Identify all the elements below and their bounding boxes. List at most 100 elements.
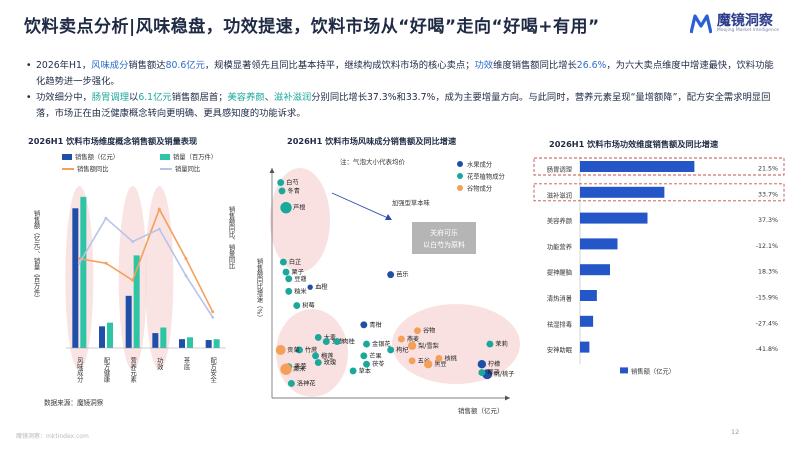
chart2-bubble (293, 302, 301, 310)
chart3-growth-label: 33.7% (758, 191, 778, 198)
chart3-highlight-box (533, 157, 785, 176)
chart1-legend-volume: 销量（百万件） (160, 152, 217, 161)
chart2-bubble (333, 338, 341, 346)
chart1-yoy-point (184, 257, 188, 261)
chart1-yoy-point (211, 310, 215, 314)
chart3-growth-label: -27.4% (756, 320, 778, 327)
chart2-bubble-label: 竹蔗 (305, 346, 317, 354)
chart2-bubble-label: 枸杞 (396, 346, 408, 354)
logo-icon (689, 14, 712, 34)
chart2-bubble-label: 谷物 (423, 327, 435, 335)
chart3-category-label: 功能营养 (547, 242, 573, 251)
chart2-bubble-label: 栗子 (292, 269, 304, 276)
chart2-bubble-label: 冬青 (288, 187, 300, 195)
chart3-bar (580, 238, 618, 250)
chart1-yoy-point (184, 274, 188, 278)
chart1-bar-volume (187, 337, 193, 348)
chart2-bubble (296, 346, 303, 354)
chart3-growth-label: 37.3% (758, 217, 778, 224)
chart2-bubble-label: 桃/桃子 (494, 370, 515, 378)
chart2-bubble (322, 338, 330, 346)
chart3-growth-label: -41.8% (756, 346, 778, 353)
chart1-highlight (65, 186, 94, 370)
chart2-bubble (360, 352, 368, 360)
chart2-bubble (275, 345, 286, 355)
chart2-bubble (363, 360, 370, 368)
chart2-bubble (280, 363, 292, 375)
chart2-bubble (414, 327, 421, 335)
chart1-category-label: 配方安全 (209, 357, 216, 383)
chart2-bubble-label: 大麦 (324, 333, 336, 341)
logo-name: 魔镜洞察 (716, 13, 773, 29)
chart2-y-label: 销售额同比增速（%） (256, 257, 263, 321)
watermark: 魔镜洞察：mktindex.com (16, 433, 89, 440)
summary-bullets: 2026年H1，风味成分销售额达80.6亿元，规模显著领先且同比基本持平，继续构… (26, 58, 778, 122)
chart1-bar-sales (152, 333, 159, 348)
chart2-trend-arrow (331, 192, 389, 219)
chart1-yoy-point (157, 227, 161, 231)
chart2-bubble (387, 346, 395, 354)
chart1-bar-volume (160, 327, 167, 348)
logo-subtitle: Moojing Market Intelligence (716, 28, 779, 33)
chart2-bubble-label: 五谷 (418, 357, 430, 365)
chart1-bar-volume (213, 339, 220, 348)
chart1-category-label: 茶底 (183, 356, 190, 371)
chart1-category-label: 配方健康 (103, 357, 110, 383)
chart2-callout-line1: 关府可乐 (430, 228, 458, 237)
chart3-bar (580, 161, 695, 172)
chart2-bubble (478, 369, 486, 377)
chart1-bar-sales (99, 326, 105, 348)
chart2-highlight-grain (392, 304, 520, 384)
chart1-bar-volume (80, 196, 87, 348)
chart2-bubble-label: 玫瑰 (324, 359, 336, 367)
chart3-category-label: 祛湿排毒 (547, 319, 573, 328)
chart2-bubble (314, 333, 322, 341)
bullet-2: 功效细分中，肠胃调理以6.1亿元销售额居首；美容养颜、滋补滋润分别同比增长37.… (26, 90, 778, 122)
chart2-callout-line2: 以白芍为原料 (423, 240, 465, 249)
chart1-yoy-point (77, 257, 81, 261)
chart2-bubble-label: 肉桂 (343, 338, 355, 346)
chart2-bubble (279, 258, 287, 266)
bullet-1: 2026年H1，风味成分销售额达80.6亿元，规模显著领先且同比基本持平，继续构… (26, 58, 778, 90)
chart3-growth-label: -15.9% (756, 295, 778, 302)
chart2-legend-grain: 谷物成分 (467, 184, 493, 193)
chart1-bar-volume (133, 255, 140, 348)
chart3-title: 2026H1 饮料市场功效维度销售额及同比增速 (549, 139, 719, 149)
chart1-yoy-point (104, 216, 108, 220)
chart1-line-volume-yoy (78, 216, 214, 318)
chart2-bubble (314, 359, 322, 366)
data-source: 数据来源：魔镜洞察 (44, 399, 104, 407)
chart1-legend-volume-yoy: 销量同比 (160, 164, 200, 173)
chart2-bubble-label: 白芍 (286, 179, 298, 187)
chart1-bar-sales (179, 339, 185, 348)
chart2-bubble (287, 379, 295, 387)
chart1-bar-sales (205, 340, 212, 348)
chart2-bubble-label: 草本 (359, 367, 371, 375)
chart3-category-label: 提神醒脑 (547, 268, 572, 277)
chart1-bar-sales (125, 295, 132, 348)
chart2-bubble (285, 275, 293, 283)
chart1-category-label: 功效 (156, 357, 163, 371)
chart1-yoy-point (131, 278, 135, 282)
chart2-bubble (282, 268, 290, 276)
chart3-category-label: 美容养颜 (547, 216, 573, 225)
chart2-bubble-label: 茉莉 (495, 340, 507, 348)
chart2-bubble (408, 357, 416, 365)
chart2-bubble-label: 金银花 (372, 340, 391, 348)
chart2-bubble (387, 271, 395, 279)
chart1-bar-sales (72, 208, 79, 348)
chart2-bubble (486, 340, 494, 348)
chart2-bubble-label: 洛神花 (297, 379, 316, 387)
page-title: 饮料卖点分析|风味稳盘，功效提速，饮料市场从“好喝”走向“好喝+有用” (24, 17, 600, 37)
chart2-bubble-label: 芭乐 (396, 271, 408, 279)
chart1-yoy-point (77, 261, 81, 265)
chart2-legend-fruit: 水果成分 (467, 160, 493, 169)
chart2-bubble-label: 椰子 (487, 369, 499, 377)
chart2-x-label: 销售额（亿元） (458, 406, 504, 415)
chart3-bar (580, 264, 610, 276)
chart2-bubble (285, 287, 293, 295)
page-number: 12 (731, 428, 740, 436)
chart1-category-label: 风味成分 (76, 357, 83, 384)
chart3-category-label: 肠胃调理 (547, 165, 573, 174)
